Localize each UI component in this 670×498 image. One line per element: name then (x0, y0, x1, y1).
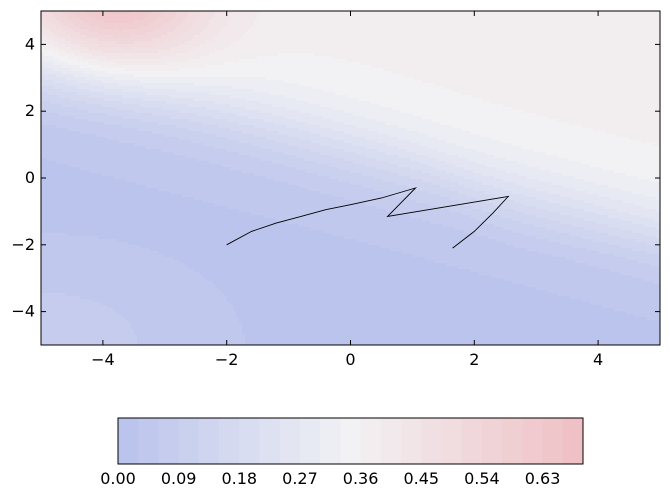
colorbar-band (482, 418, 503, 464)
x-tick-label: −2 (215, 350, 239, 369)
colorbar-tick-label: 0.09 (161, 469, 197, 488)
colorbar: 0.00 0.09 0.18 0.27 0.36 0.45 0.54 0.63 (100, 418, 583, 488)
colorbar-tick-label: 0.00 (100, 469, 136, 488)
colorbar-tick-label: 0.63 (525, 469, 561, 488)
colorbar-band (361, 418, 382, 464)
colorbar-band (138, 418, 159, 464)
colorbar-band (462, 418, 483, 464)
colorbar-band (300, 418, 321, 464)
colorbar-band (320, 418, 341, 464)
colorbar-band (219, 418, 240, 464)
colorbar-band (421, 418, 442, 464)
colorbar-band (239, 418, 260, 464)
y-tick-label: −4 (11, 302, 35, 321)
y-tick-label: 4 (25, 34, 35, 53)
colorbar-tick-label: 0.27 (282, 469, 318, 488)
colorbar-tick-label: 0.18 (221, 469, 257, 488)
x-tick-label: 4 (593, 350, 603, 369)
colorbar-band (199, 418, 220, 464)
colorbar-band (543, 418, 564, 464)
colorbar-band (260, 418, 281, 464)
colorbar-band (118, 418, 139, 464)
colorbar-band (179, 418, 200, 464)
colorbar-band (522, 418, 543, 464)
colorbar-tick-label: 0.54 (464, 469, 500, 488)
colorbar-band (340, 418, 361, 464)
x-tick-label: −4 (91, 350, 115, 369)
colorbar-band (381, 418, 402, 464)
colorbar-band (401, 418, 422, 464)
plot-area: −4 −2 0 2 4 −4 −2 0 2 4 (11, 11, 662, 369)
contour-field (41, 11, 663, 348)
colorbar-ticks: 0.00 0.09 0.18 0.27 0.36 0.45 0.54 0.63 (100, 469, 560, 488)
colorbar-tick-label: 0.45 (403, 469, 439, 488)
colorbar-band (502, 418, 523, 464)
x-tick-label: 2 (469, 350, 479, 369)
colorbar-band (441, 418, 462, 464)
colorbar-tick-label: 0.36 (343, 469, 379, 488)
x-tick-label: 0 (345, 350, 355, 369)
colorbar-band (563, 418, 584, 464)
y-tick-label: 0 (25, 168, 35, 187)
colorbar-band (280, 418, 301, 464)
y-tick-label: 2 (25, 101, 35, 120)
colorbar-bands (118, 418, 584, 464)
y-tick-label: −2 (11, 235, 35, 254)
colorbar-band (158, 418, 179, 464)
